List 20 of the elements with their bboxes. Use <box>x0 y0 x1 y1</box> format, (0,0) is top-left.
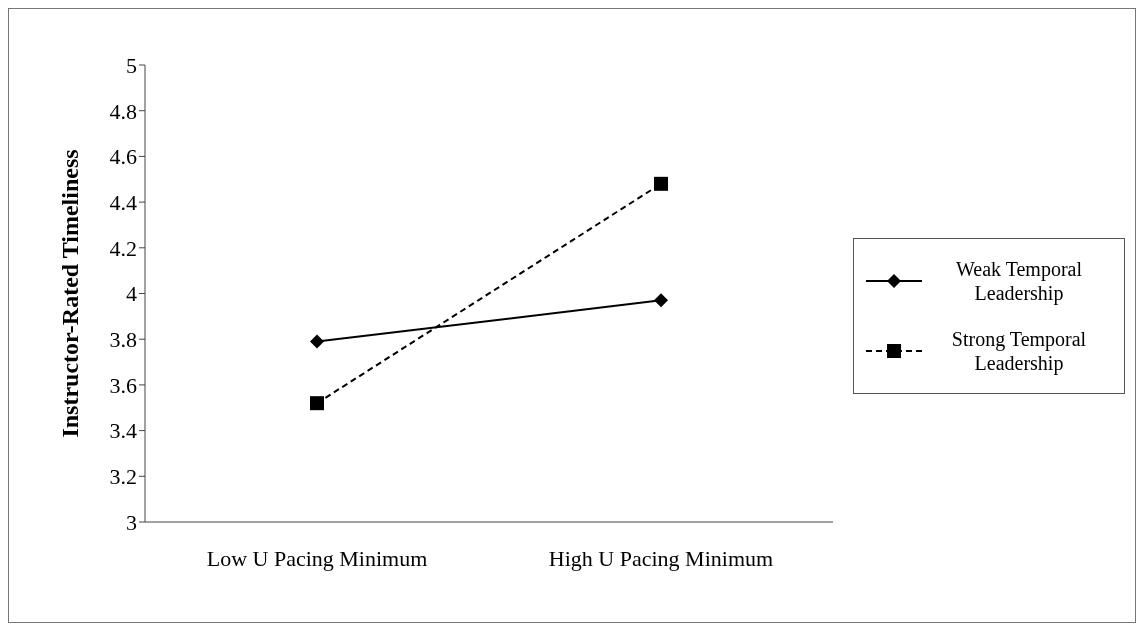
y-tick-label: 4.4 <box>109 189 137 215</box>
point <box>310 334 324 349</box>
x-tick-label: Low U Pacing Minimum <box>206 545 428 571</box>
y-tick-label: 3.6 <box>109 372 137 398</box>
x-tick-label: High U Pacing Minimum <box>548 545 774 571</box>
point <box>654 176 668 191</box>
point <box>654 293 668 308</box>
point <box>310 396 324 411</box>
legend-label: Weak Temporal Leadership <box>955 256 1083 305</box>
y-tick-label: 3.2 <box>109 464 137 490</box>
y-tick-label: 4 <box>126 281 137 307</box>
y-tick-label: 4.2 <box>109 235 137 261</box>
y-tick-label: 3.8 <box>109 327 137 353</box>
y-tick-label: 5 <box>126 52 137 78</box>
y-tick-label: 3 <box>126 509 137 535</box>
y-tick-label: 4.6 <box>109 144 137 170</box>
y-axis-title: Instructor-Rated Timeliness <box>56 149 83 438</box>
legend-label: Strong Temporal Leadership <box>950 326 1088 375</box>
y-tick-label: 3.4 <box>109 418 137 444</box>
y-tick-label: 4.8 <box>109 98 137 124</box>
